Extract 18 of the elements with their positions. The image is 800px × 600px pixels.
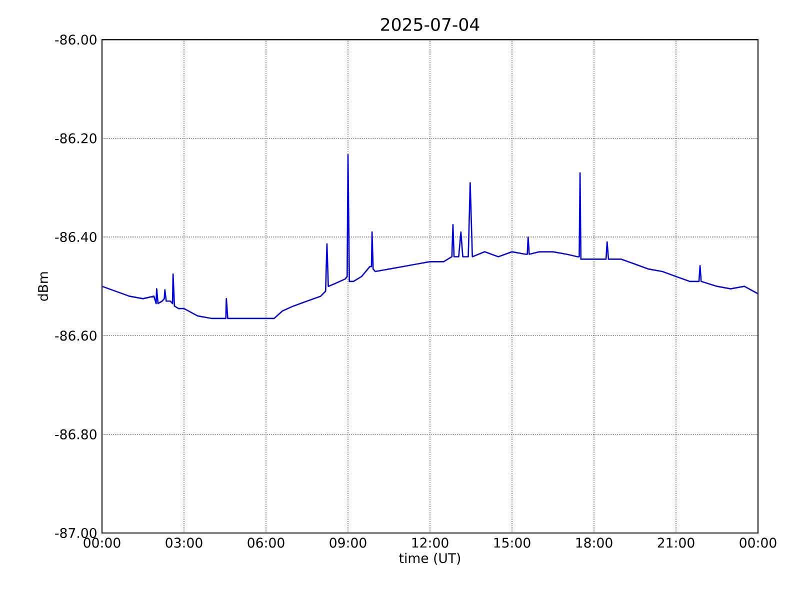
- x-tick-label: 06:00: [248, 538, 284, 548]
- x-tick-label: 09:00: [330, 538, 366, 548]
- x-tick-label: 00:00: [740, 538, 776, 548]
- y-tick-label: -86.80: [55, 429, 96, 440]
- x-tick-label: 18:00: [576, 538, 612, 548]
- y-axis-title: dBm: [38, 272, 48, 301]
- x-tick-label: 21:00: [658, 538, 694, 548]
- y-tick-label: -86.40: [55, 232, 96, 242]
- x-tick-label: 03:00: [166, 538, 202, 548]
- chart-title: 2025-07-04: [381, 18, 480, 32]
- y-tick-label: -86.60: [55, 330, 96, 341]
- x-tick-label: 12:00: [412, 538, 448, 548]
- x-tick-label: 00:00: [84, 538, 120, 548]
- y-tick-label: -86.00: [55, 34, 96, 45]
- y-tick-label: -87.00: [55, 528, 96, 538]
- x-axis-title: time (UT): [399, 552, 460, 565]
- x-tick-label: 15:00: [494, 538, 530, 548]
- y-tick-label: -86.20: [55, 133, 96, 144]
